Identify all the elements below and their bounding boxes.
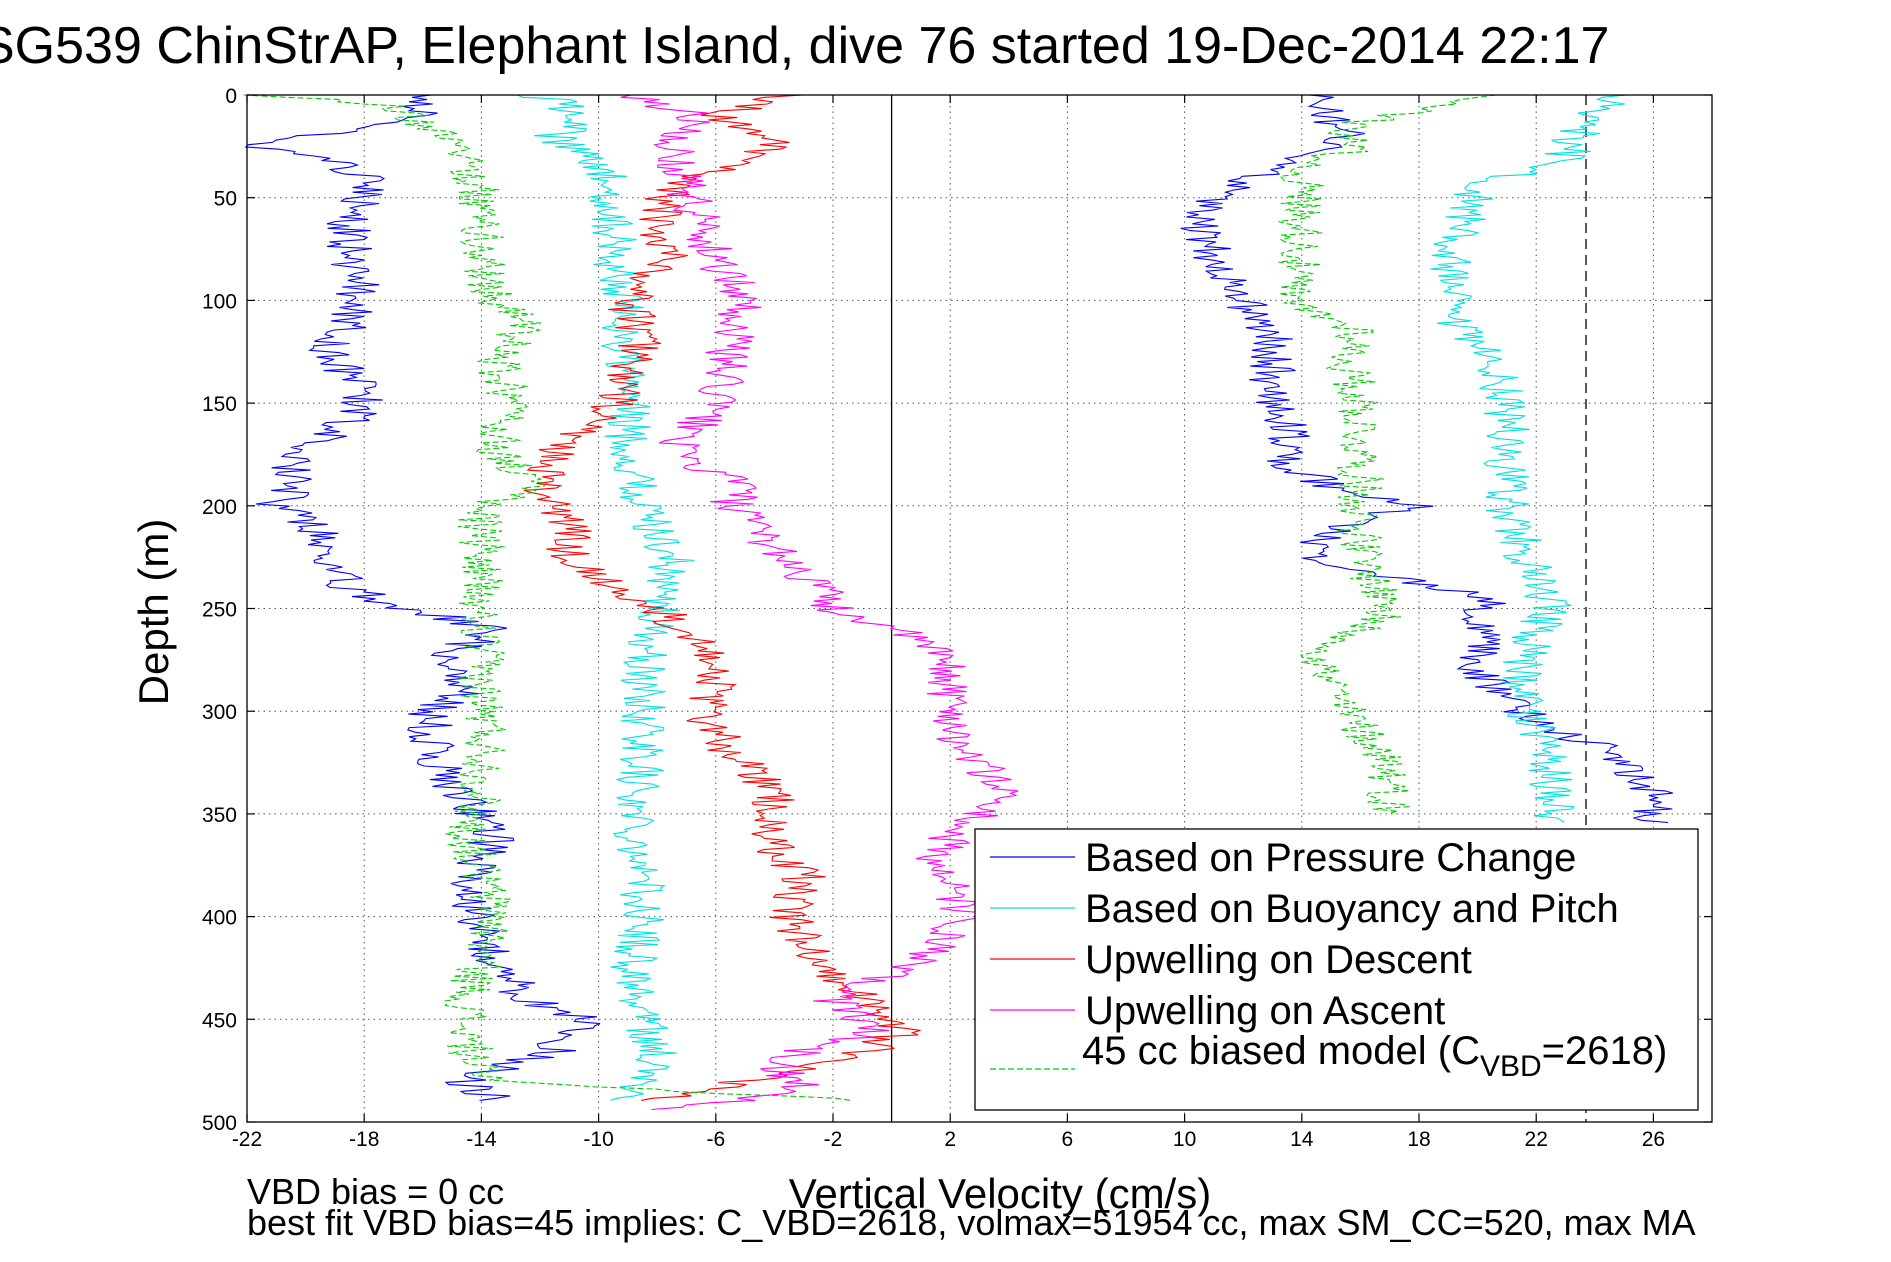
series-line-based-on-buoyancy-and-pitch — [1430, 94, 1628, 823]
series-lines — [243, 94, 1673, 1111]
x-tick-label: 14 — [1290, 1128, 1314, 1151]
x-tick-label: 22 — [1525, 1128, 1548, 1151]
x-tick-label: 26 — [1642, 1128, 1665, 1151]
vbd-bias-text: VBD bias = 0 cc — [247, 1171, 504, 1212]
series-line-based-on-pressure-change — [244, 94, 601, 1101]
x-tick-label: -2 — [824, 1128, 843, 1151]
y-tick-label: 200 — [202, 496, 237, 519]
x-axis-label: Vertical Velocity (cm/s) — [789, 1170, 1211, 1217]
series-line-45-cc-biased-model-cvbd-2618 — [1278, 94, 1496, 815]
x-tick-label: -6 — [706, 1128, 725, 1151]
y-tick-label: 350 — [202, 804, 237, 827]
series-line-45-cc-biased-model-cvbd-2618 — [243, 94, 851, 1101]
x-tick-label: -14 — [466, 1128, 497, 1151]
legend-box — [974, 828, 1699, 1111]
x-tick-label: 18 — [1407, 1128, 1430, 1151]
y-tick-label: 0 — [225, 85, 237, 108]
best-fit-text: best fit VBD bias=45 implies: C_VBD=2618… — [247, 1202, 1696, 1243]
x-tick-label: -10 — [583, 1128, 613, 1151]
x-tick-label: 2 — [944, 1128, 956, 1151]
chart-title: SG539 ChinStrAP, Elephant Island, dive 7… — [0, 17, 1609, 75]
y-tick-label: 500 — [202, 1112, 237, 1135]
legend: Based on Pressure Change Based on Buoyanc… — [974, 828, 1699, 1111]
legend-label-subscript: VBD — [1480, 1050, 1542, 1083]
legend-label-upwelling-on-descent: Upwelling on Descent — [1085, 938, 1472, 982]
series-line-upwelling-on-descent — [523, 94, 921, 1101]
y-tick-label: 50 — [214, 188, 237, 211]
tick-labels: -22 -18 -14 -10 -6 -2 2 6 10 14 18 22 26050100150200… — [202, 85, 1665, 1151]
y-axis-label: Depth (m) — [130, 519, 177, 706]
series-line-based-on-pressure-change — [1180, 94, 1673, 824]
y-tick-label: 150 — [202, 393, 237, 416]
axis-ticks — [246, 94, 1712, 1123]
series-line-based-on-buoyancy-and-pitch — [517, 94, 695, 1101]
legend-label-based-on-pressure-change: Based on Pressure Change — [1085, 836, 1576, 880]
legend-items: Based on Pressure Change Based on Buoyanc… — [990, 836, 1667, 1083]
x-tick-label: 6 — [1062, 1128, 1074, 1151]
x-tick-label: -18 — [349, 1128, 379, 1151]
legend-label-upwelling-on-ascent: Upwelling on Ascent — [1085, 989, 1445, 1033]
series-line-upwelling-on-ascent — [620, 94, 1019, 1111]
y-tick-label: 400 — [202, 907, 237, 930]
x-tick-label: 10 — [1173, 1128, 1196, 1151]
legend-label-suffix: =2618) — [1542, 1029, 1668, 1073]
y-tick-label: 450 — [202, 1009, 237, 1032]
y-tick-label: 300 — [202, 701, 237, 724]
x-tick-label: -22 — [232, 1128, 262, 1151]
y-tick-label: 100 — [202, 290, 237, 313]
y-tick-label: 250 — [202, 599, 237, 622]
legend-label-based-on-buoyancy-and-pitch: Based on Buoyancy and Pitch — [1085, 887, 1619, 931]
